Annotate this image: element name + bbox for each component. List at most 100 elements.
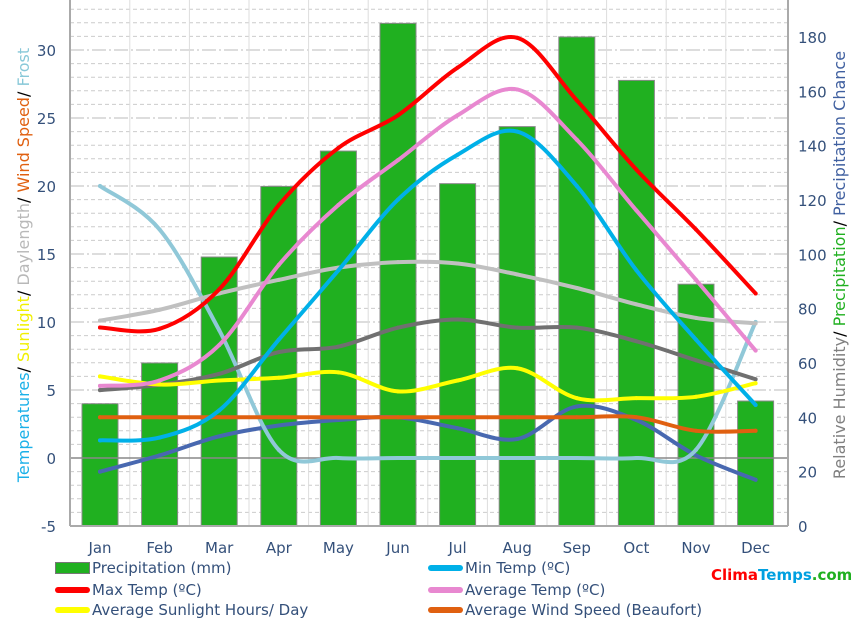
data-point: [336, 370, 341, 375]
data-point: [157, 435, 162, 440]
legend-swatch: [428, 587, 463, 593]
logo-part: .com: [811, 566, 851, 584]
data-point: [217, 434, 222, 439]
legend-sunlight: Average Sunlight Hours/ Day: [55, 601, 308, 619]
right-tick-label: 20: [798, 464, 817, 482]
data-point: [753, 428, 758, 433]
left-axis-label: Temperatures/ Sunlight/ Daylength/ Wind …: [14, 48, 33, 483]
precip-bar: [81, 403, 119, 527]
x-tick-label: Sep: [563, 539, 591, 557]
x-tick-label: Dec: [741, 539, 770, 557]
axis-label-part: /: [830, 216, 849, 226]
precip-bar: [439, 183, 477, 527]
data-point: [753, 381, 758, 386]
data-point: [515, 129, 520, 134]
data-point: [515, 415, 520, 420]
data-point: [574, 396, 579, 401]
axis-label-part: Relative Humidity: [830, 337, 849, 479]
axis-label-part: Sunlight: [14, 296, 33, 362]
x-tick-label: Jan: [87, 539, 111, 557]
data-point: [515, 35, 520, 40]
data-point: [157, 307, 162, 312]
right-tick-label: 160: [798, 83, 827, 101]
data-point: [455, 415, 460, 420]
data-point: [574, 286, 579, 290]
data-point: [276, 423, 281, 428]
legend-swatch: [428, 607, 463, 613]
right-tick-label: 180: [798, 29, 827, 47]
series-line-average-wind-speed-beaufort-: [98, 414, 758, 434]
series-line-frost: [98, 184, 758, 465]
data-point: [98, 318, 102, 323]
data-point: [455, 456, 460, 460]
data-point: [276, 203, 281, 208]
data-point: [217, 328, 222, 333]
data-point: [515, 366, 520, 371]
legend-label: Average Wind Speed (Beaufort): [465, 601, 703, 619]
data-point: [336, 456, 341, 460]
x-tick-label: Feb: [146, 539, 173, 557]
right-tick-label: 120: [798, 192, 827, 210]
data-point: [396, 456, 400, 460]
data-point: [634, 456, 639, 460]
data-point: [753, 291, 758, 296]
data-point: [276, 415, 281, 420]
left-tick-label: 5: [46, 382, 56, 400]
data-point: [574, 456, 579, 460]
x-tick-label: Jul: [448, 539, 467, 557]
data-point: [574, 98, 579, 103]
data-point: [336, 145, 341, 150]
right-tick-label: 60: [798, 355, 817, 373]
left-tick-label: 30: [37, 42, 56, 60]
data-point: [98, 374, 102, 379]
data-point: [157, 453, 162, 458]
data-point: [753, 402, 758, 407]
data-point: [694, 428, 698, 433]
data-point: [694, 315, 698, 320]
data-point: [336, 415, 341, 420]
data-point: [396, 158, 400, 163]
data-point: [396, 197, 400, 202]
x-tick-label: Oct: [623, 539, 649, 557]
data-point: [455, 113, 460, 118]
x-tick-label: Nov: [681, 539, 710, 557]
data-point: [98, 415, 102, 420]
legend-wind: Average Wind Speed (Beaufort): [428, 601, 702, 619]
legend-swatch: [55, 587, 90, 593]
data-point: [217, 343, 222, 348]
data-point: [276, 277, 281, 282]
x-tick-label: May: [323, 539, 354, 557]
data-point: [98, 388, 102, 393]
data-point: [455, 152, 460, 157]
data-point: [276, 337, 281, 342]
right-tick-label: 0: [798, 518, 808, 536]
data-point: [396, 260, 400, 265]
data-point: [694, 337, 698, 342]
data-point: [98, 469, 102, 474]
data-point: [217, 415, 222, 420]
data-point: [634, 339, 639, 344]
left-tick-label: 0: [46, 450, 56, 468]
data-point: [396, 325, 400, 330]
data-point: [634, 396, 639, 401]
data-point: [574, 404, 579, 409]
data-point: [574, 137, 579, 142]
axis-label-part: /: [830, 326, 849, 336]
x-tick-label: Mar: [205, 539, 234, 557]
right-tick-label: 140: [798, 138, 827, 156]
precip-bar: [558, 36, 596, 527]
climatemps-logo[interactable]: ClimaTemps.com: [711, 566, 851, 584]
axis-label-part: Daylength: [14, 203, 33, 286]
data-point: [694, 394, 698, 399]
data-point: [694, 447, 698, 452]
legend-precipitation: Precipitation (mm): [55, 559, 231, 577]
data-point: [515, 456, 520, 460]
legend-swatch: [428, 565, 463, 571]
axis-label-part: Frost: [14, 48, 33, 87]
precip-bar: [737, 400, 775, 527]
data-point: [396, 113, 400, 118]
legend-label: Max Temp (ºC): [92, 581, 202, 599]
data-point: [634, 167, 639, 172]
axis-label-part: Temperatures: [14, 372, 33, 483]
precip-bar: [141, 362, 179, 527]
